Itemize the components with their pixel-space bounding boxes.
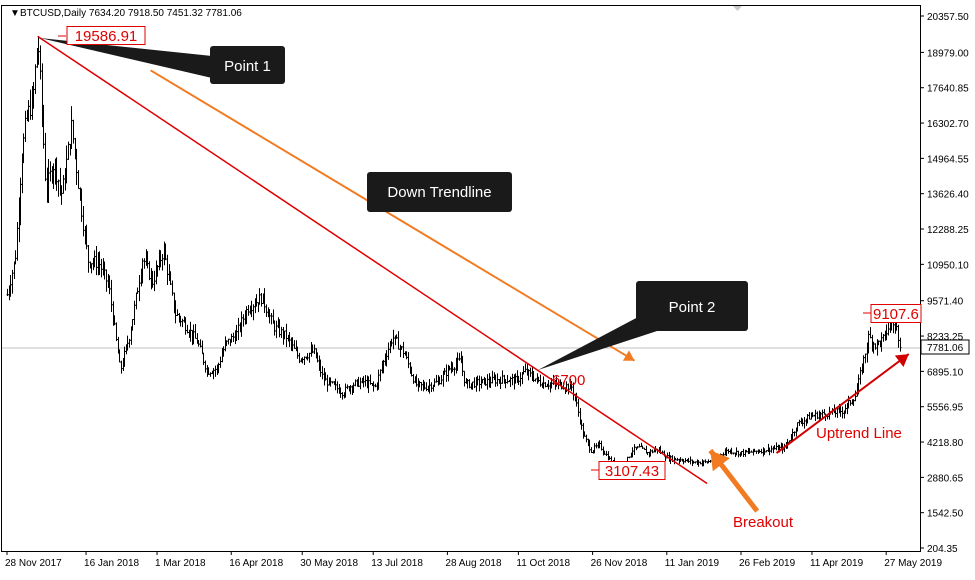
- right-price-box: [870, 304, 922, 323]
- x-tick-label: 11 Jan 2019: [665, 558, 720, 569]
- y-tick-label: 1542.50: [927, 509, 964, 520]
- x-tick-label: 16 Apr 2018: [229, 558, 283, 569]
- x-tick-label: 26 Feb 2019: [739, 558, 796, 569]
- trendlines: [37, 35, 910, 513]
- uptrend-line-label: Uptrend Line: [816, 425, 902, 442]
- y-tick-label: 17640.85: [927, 84, 969, 95]
- point2-callout: [636, 281, 748, 331]
- x-tick-label: 30 May 2018: [300, 558, 358, 569]
- y-tick-label: 13626.40: [927, 190, 969, 201]
- y-tick-label: 2880.65: [927, 473, 964, 484]
- y-tick-label: 5556.95: [927, 403, 964, 414]
- x-tick-label: 1 Mar 2018: [155, 558, 206, 569]
- annotations: Point 1 Down Trendline Point 2 6700 1958…: [40, 26, 922, 531]
- point2-label: Point 2: [669, 299, 716, 316]
- point1-callout: [210, 46, 285, 84]
- y-tick-label: 9571.40: [927, 297, 964, 308]
- candles: [6, 35, 902, 472]
- down-trendline: [37, 35, 708, 485]
- breakout-arrowhead: [710, 450, 730, 472]
- down-trendline-label: Down Trendline: [387, 184, 491, 201]
- down-trendline-callout: [367, 172, 512, 212]
- breakout-label: Breakout: [733, 514, 794, 531]
- x-tick-label: 26 Nov 2018: [591, 558, 648, 569]
- current-price-label: 7781.06: [927, 343, 964, 354]
- chart-header-triangle: ▼: [10, 8, 20, 19]
- x-tick-label: 16 Jan 2018: [84, 558, 139, 569]
- orange-arrowhead: [622, 350, 635, 361]
- level-6700-label: 6700: [552, 372, 585, 389]
- x-tick-label: 11 Oct 2018: [516, 558, 570, 569]
- y-tick-label: 12288.25: [927, 225, 969, 236]
- point1-pointer: [40, 38, 212, 78]
- symbol-line: BTCUSD,Daily 7634.20 7918.50 7451.32 778…: [20, 8, 242, 19]
- y-tick-label: 4218.80: [927, 438, 964, 449]
- x-axis: 28 Nov 2017 16 Jan 2018 1 Mar 2018 16 Apr 2…: [5, 551, 942, 569]
- x-tick-label: 28 Nov 2017: [5, 558, 62, 569]
- y-tick-label: 10950.10: [927, 260, 969, 271]
- y-tick-label: 18979.00: [927, 48, 969, 59]
- point1-label: Point 1: [224, 58, 271, 75]
- orange-guide-arrow: [150, 69, 636, 362]
- y-tick-label: 16302.70: [927, 119, 969, 130]
- y-tick-label: 204.35: [927, 544, 958, 555]
- x-tick-label: 13 Jul 2018: [371, 558, 423, 569]
- high-price-label: 19586.91: [75, 28, 138, 45]
- y-tick-label: 14964.55: [927, 154, 969, 165]
- y-tick-label: 8233.25: [927, 332, 964, 343]
- y-axis: 20357.50 18979.00 17640.85 16302.70 14964.55…: [920, 12, 969, 555]
- x-tick-label: 28 Aug 2018: [445, 558, 502, 569]
- uptrend-arrowhead: [894, 354, 909, 368]
- uptrend-line: [775, 353, 910, 454]
- y-tick-label: 6895.10: [927, 367, 964, 378]
- point2-pointer: [538, 316, 660, 370]
- high-price-box: [66, 26, 146, 45]
- low-price-label: 3107.43: [605, 463, 659, 480]
- x-tick-label: 27 May 2019: [884, 558, 942, 569]
- x-tick-label: 11 Apr 2019: [810, 558, 864, 569]
- y-tick-label: 20357.50: [927, 12, 969, 23]
- low-price-box: [598, 461, 666, 480]
- scroll-marker-icon: [733, 6, 742, 11]
- current-price-tag: [920, 339, 970, 355]
- right-price-label: 9107.6: [873, 306, 919, 323]
